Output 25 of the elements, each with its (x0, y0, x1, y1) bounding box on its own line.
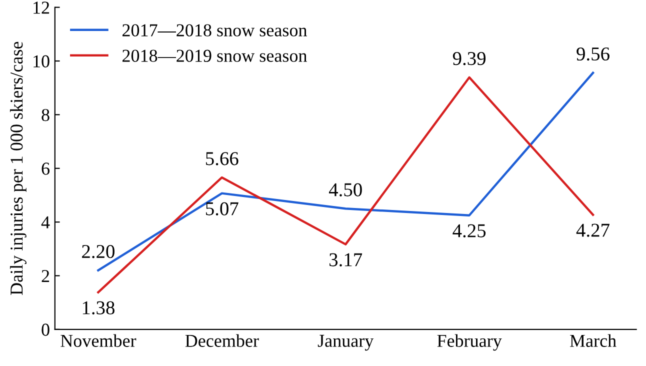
y-tick-label: 6 (42, 162, 50, 175)
y-tick-label: 0 (42, 324, 50, 336)
data-label: 3.17 (330, 253, 362, 266)
x-tick-label: February (437, 334, 502, 351)
x-tick-label: November (60, 334, 136, 347)
y-tick-label: 4 (41, 216, 50, 228)
y-tick-label: 8 (42, 108, 50, 122)
y-axis-title: Daily injuries per 1 000 skiers/case (10, 42, 26, 295)
data-label: 5.66 (206, 152, 238, 166)
data-label: 1.38 (82, 301, 114, 314)
data-label: 4.25 (452, 224, 486, 238)
data-label: 4.27 (576, 224, 610, 237)
legend-label: 2017—2018 snow season (122, 24, 308, 36)
y-tick-label: 2 (42, 270, 50, 282)
data-label: 4.50 (328, 183, 362, 196)
data-label: 9.39 (452, 52, 486, 66)
x-tick-label: March (570, 334, 616, 347)
legend-label: 2018—2019 snow season (122, 50, 308, 62)
data-label: 5.07 (206, 202, 238, 216)
data-label: 9.56 (576, 47, 610, 61)
data-label: 2.20 (82, 244, 114, 258)
x-tick-label: December (185, 334, 259, 347)
y-tick-label: 10 (34, 55, 50, 68)
x-tick-label: January (318, 334, 374, 351)
y-tick-label: 12 (34, 2, 50, 14)
